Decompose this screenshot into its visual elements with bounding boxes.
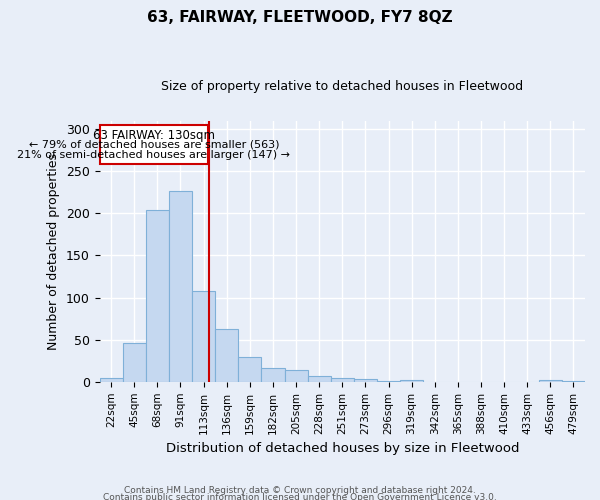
Bar — [192, 291, 215, 382]
Bar — [284, 370, 308, 382]
Bar — [100, 378, 122, 382]
Bar — [238, 358, 262, 382]
Title: Size of property relative to detached houses in Fleetwood: Size of property relative to detached ho… — [161, 80, 523, 93]
FancyBboxPatch shape — [100, 125, 208, 164]
Bar — [146, 210, 169, 382]
Bar — [122, 343, 146, 382]
Bar — [215, 328, 238, 382]
Text: ← 79% of detached houses are smaller (563): ← 79% of detached houses are smaller (56… — [29, 140, 279, 150]
Bar — [308, 376, 331, 382]
Bar — [377, 381, 400, 382]
Text: 21% of semi-detached houses are larger (147) →: 21% of semi-detached houses are larger (… — [17, 150, 290, 160]
Text: Contains public sector information licensed under the Open Government Licence v3: Contains public sector information licen… — [103, 494, 497, 500]
Bar — [354, 380, 377, 382]
Bar — [539, 380, 562, 382]
Bar — [331, 378, 354, 382]
X-axis label: Distribution of detached houses by size in Fleetwood: Distribution of detached houses by size … — [166, 442, 519, 455]
Bar — [262, 368, 284, 382]
Bar — [400, 380, 423, 382]
Bar — [562, 381, 585, 382]
Text: 63 FAIRWAY: 130sqm: 63 FAIRWAY: 130sqm — [93, 129, 215, 142]
Text: Contains HM Land Registry data © Crown copyright and database right 2024.: Contains HM Land Registry data © Crown c… — [124, 486, 476, 495]
Bar — [169, 192, 192, 382]
Text: 63, FAIRWAY, FLEETWOOD, FY7 8QZ: 63, FAIRWAY, FLEETWOOD, FY7 8QZ — [147, 10, 453, 25]
Y-axis label: Number of detached properties: Number of detached properties — [47, 152, 61, 350]
